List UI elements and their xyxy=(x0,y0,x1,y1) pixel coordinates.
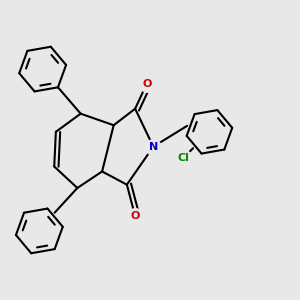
Text: O: O xyxy=(142,79,152,89)
Text: N: N xyxy=(149,142,158,152)
Text: O: O xyxy=(130,211,140,221)
Text: Cl: Cl xyxy=(178,152,190,163)
